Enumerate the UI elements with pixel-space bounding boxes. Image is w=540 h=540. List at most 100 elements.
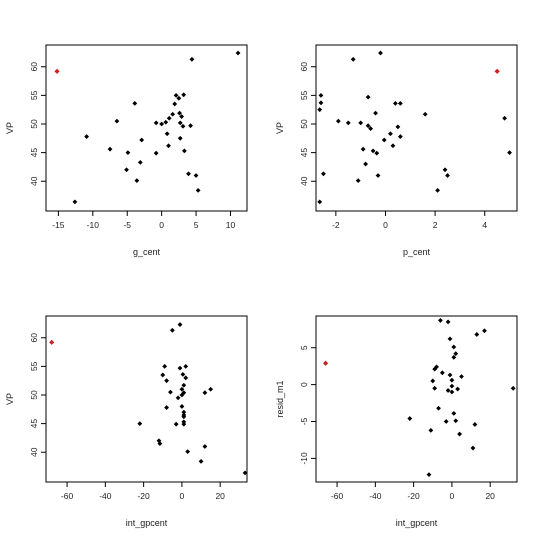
data-point [235,50,241,56]
data-point [345,120,351,126]
data-point [363,161,369,167]
data-point [164,405,169,410]
scatter-panel-int-gpcent-vp: -60 -40 -20 0 20 40 45 50 55 60 int_gpcent VP [5,315,248,528]
data-point [449,383,455,389]
data-point [470,445,476,451]
x-tick-label: -15 [52,220,65,230]
data-point [84,134,90,139]
data-point [181,409,187,415]
data-point [169,327,175,333]
data-point [166,115,172,121]
x-tick-label: -40 [369,491,382,501]
highlighted-data-point [322,360,329,366]
data-point [162,363,168,369]
data-point [335,118,341,124]
y-tick-label: 0 [299,382,309,387]
data-point [360,146,366,152]
data-point [375,173,381,178]
x-tick-label: 10 [226,220,236,230]
data-point [181,390,187,396]
highlighted-data-point [494,68,500,74]
data-point [195,187,201,193]
x-tick-label: -20 [407,491,420,501]
x-tick-label: -2 [332,220,340,230]
data-point [381,137,387,143]
y-tick-label: 60 [299,62,309,72]
data-point [183,375,189,381]
data-point [186,171,191,177]
data-point [208,386,214,392]
data-point [453,418,459,424]
data-point [457,431,462,437]
data-point [442,167,448,173]
data-point [180,371,186,377]
x-tick-label: 4 [482,220,487,230]
y-tick-label: 50 [299,119,309,129]
data-point [365,123,371,129]
x-axis-label: int_gpcent [396,518,438,528]
data-point [445,173,450,178]
data-point [407,416,413,421]
data-point [176,95,182,101]
data-point [374,150,380,156]
data-point [168,389,173,395]
data-point [502,115,507,121]
data-point [426,472,432,478]
y-axis-label: VP [5,122,15,134]
data-point [445,319,451,325]
highlighted-data-point [49,339,55,345]
data-point [355,178,361,184]
data-point [432,366,438,372]
y-tick-label: 55 [29,361,39,371]
data-point [202,444,208,449]
data-point [72,199,78,205]
x-tick-label: 0 [383,220,388,230]
data-point [393,100,398,106]
y-tick-label: 55 [299,90,309,100]
y-tick-label: 45 [299,148,309,158]
data-point [188,123,193,129]
x-axis-label: g_cent [133,247,161,257]
data-point [447,372,453,378]
plot-frame [315,315,518,483]
data-point [395,124,401,130]
data-point [449,389,455,395]
data-point [139,137,145,143]
data-point [373,110,378,116]
data-point [455,386,461,392]
x-tick-label: 5 [194,220,199,230]
data-point [317,199,323,205]
data-point [447,336,453,342]
x-tick-label: 0 [450,491,455,501]
data-point [317,107,323,113]
data-point [370,148,376,154]
plot-frame [45,315,248,483]
data-point [438,318,443,323]
data-point [321,171,326,177]
y-tick-label: -5 [299,417,309,425]
data-point [179,404,185,409]
data-point [164,131,170,137]
data-point [368,126,373,131]
data-point [183,363,189,369]
data-point [173,421,179,427]
data-point [318,100,324,106]
x-tick-label: 0 [159,220,164,230]
data-point [159,121,165,127]
data-point [180,123,186,129]
data-point [242,470,248,476]
data-point [358,120,364,126]
data-point [436,405,441,411]
data-point [482,328,487,334]
data-point [445,388,451,393]
x-tick-label: -40 [99,491,112,501]
data-point [388,131,393,137]
data-point [160,372,166,378]
x-tick-label: -5 [123,220,131,230]
data-point [179,114,185,119]
data-point [164,378,169,384]
data-point [179,386,185,392]
data-point [198,458,204,464]
data-point [365,94,371,100]
data-point [157,441,163,447]
